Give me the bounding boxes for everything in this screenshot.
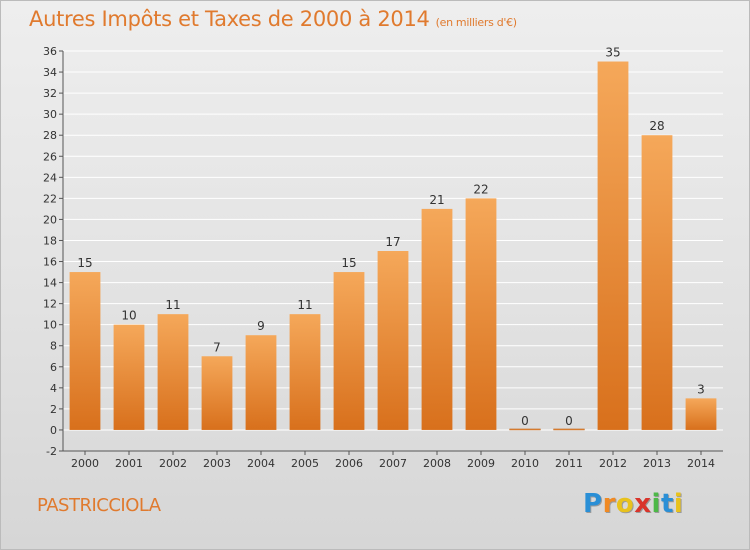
y-tick-label: 26: [43, 150, 57, 163]
bar-2007: [377, 251, 409, 430]
y-tick-label: 10: [43, 319, 57, 332]
chart-title-text: Autres Impôts et Taxes de 2000 à 2014: [29, 7, 430, 31]
bar-2008: [421, 208, 453, 430]
brand-letter: r: [602, 489, 616, 519]
data-label: 3: [697, 382, 705, 396]
brand-letter: t: [660, 489, 674, 519]
y-tick-label: 20: [43, 213, 57, 226]
x-tick-label: 2003: [203, 457, 231, 470]
x-tick-label: 2010: [511, 457, 539, 470]
y-tick-label: -2: [46, 445, 57, 458]
data-label: 15: [77, 256, 92, 270]
data-label: 11: [165, 298, 180, 312]
y-tick-label: 0: [50, 424, 57, 437]
x-tick-label: 2002: [159, 457, 187, 470]
commune-name: PASTRICCIOLA: [37, 495, 161, 516]
bar-2011: [553, 428, 585, 431]
x-tick-label: 2011: [555, 457, 583, 470]
bar-2009: [465, 198, 497, 430]
bars: [69, 61, 717, 431]
y-tick-label: 32: [43, 87, 57, 100]
bar-2003: [201, 356, 233, 430]
x-tick-label: 2001: [115, 457, 143, 470]
bar-2006: [333, 272, 365, 430]
y-tick-label: 34: [43, 66, 57, 79]
data-label: 22: [473, 182, 488, 196]
y-tick-label: 28: [43, 129, 57, 142]
chart-title: Autres Impôts et Taxes de 2000 à 2014 (en…: [29, 7, 517, 31]
y-tick-label: 14: [43, 277, 57, 290]
data-label: 17: [385, 235, 400, 249]
bar-2014: [685, 398, 717, 430]
bar-2004: [245, 335, 277, 430]
brand-letter: P: [583, 489, 603, 519]
y-tick-label: 30: [43, 108, 57, 121]
x-tick-label: 2006: [335, 457, 363, 470]
bar-2001: [113, 324, 145, 430]
brand-letter: x: [634, 489, 652, 519]
x-tick-label: 2004: [247, 457, 275, 470]
data-label: 0: [565, 414, 573, 428]
bar-2002: [157, 314, 189, 430]
x-tick-label: 2009: [467, 457, 495, 470]
data-label: 35: [605, 46, 620, 60]
data-label: 15: [341, 256, 356, 270]
y-tick-label: 12: [43, 298, 57, 311]
data-label: 28: [649, 119, 664, 133]
proxiti-logo: Proxiti: [583, 489, 683, 519]
y-tick-label: 36: [43, 45, 57, 58]
bar-2005: [289, 314, 321, 430]
x-tick-label: 2000: [71, 457, 99, 470]
data-label: 21: [429, 193, 444, 207]
x-tick-label: 2008: [423, 457, 451, 470]
bar-2000: [69, 272, 101, 430]
x-tick-label: 2007: [379, 457, 407, 470]
brand-letter: i: [673, 489, 684, 519]
y-tick-label: 6: [50, 361, 57, 374]
y-tick-label: 24: [43, 171, 57, 184]
data-label: 10: [121, 309, 136, 323]
y-tick-label: 4: [50, 382, 57, 395]
axes: [59, 50, 723, 455]
bar-2010: [509, 428, 541, 431]
labels: -202468101214161820222426283032343615200…: [43, 45, 715, 470]
y-tick-label: 8: [50, 340, 57, 353]
y-tick-label: 2: [50, 403, 57, 416]
bar-2013: [641, 135, 673, 430]
data-label: 11: [297, 298, 312, 312]
data-label: 9: [257, 319, 265, 333]
y-tick-label: 16: [43, 256, 57, 269]
x-tick-label: 2005: [291, 457, 319, 470]
chart-subtitle: (en milliers d'€): [435, 16, 517, 29]
x-tick-label: 2014: [687, 457, 715, 470]
bar-2012: [597, 61, 629, 430]
x-tick-label: 2013: [643, 457, 671, 470]
data-label: 7: [213, 340, 221, 354]
brand-letter: o: [615, 489, 635, 519]
y-tick-label: 18: [43, 234, 57, 247]
brand-letter: i: [651, 489, 661, 519]
data-label: 0: [521, 414, 529, 428]
y-tick-label: 22: [43, 192, 57, 205]
x-tick-label: 2012: [599, 457, 627, 470]
